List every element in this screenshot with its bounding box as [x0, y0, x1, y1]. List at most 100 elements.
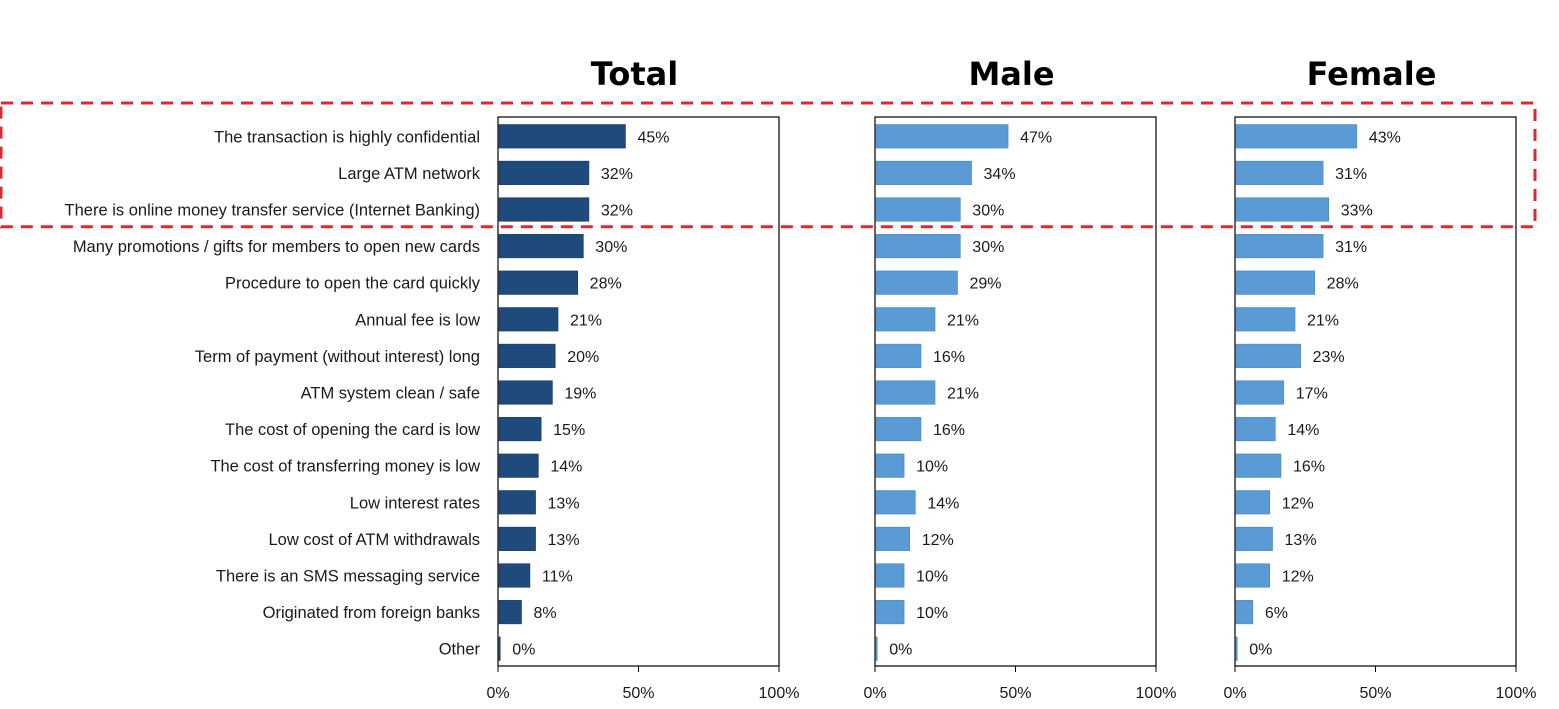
bar-male	[875, 490, 916, 515]
bar-total	[498, 270, 578, 295]
category-label: Large ATM network	[338, 165, 481, 183]
bar-male	[875, 563, 905, 588]
x-tick-label: 100%	[1136, 685, 1177, 702]
data-label-female: 21%	[1307, 312, 1339, 329]
x-tick-label: 100%	[1496, 685, 1537, 702]
data-label-total: 32%	[601, 166, 633, 183]
category-label: The transaction is highly confidential	[214, 128, 480, 146]
data-label-female: 43%	[1369, 129, 1401, 146]
data-label-female: 12%	[1282, 569, 1314, 586]
bar-total	[498, 417, 542, 442]
bar-total	[498, 600, 522, 625]
bar-male	[875, 234, 961, 259]
bar-female	[1235, 197, 1330, 222]
bar-total	[498, 234, 584, 259]
bar-female	[1235, 563, 1271, 588]
category-label: The cost of transferring money is low	[210, 458, 480, 476]
bar-male	[875, 380, 936, 405]
bar-male	[875, 270, 958, 295]
category-label: There is online money transfer service (…	[65, 202, 480, 220]
data-label-total: 28%	[590, 276, 622, 293]
bar-total	[498, 197, 590, 222]
category-label: Annual fee is low	[355, 311, 480, 329]
bar-female	[1235, 526, 1273, 551]
category-label: Low cost of ATM withdrawals	[268, 531, 480, 549]
panel-title-male: Male	[968, 55, 1054, 93]
category-label: The cost of opening the card is low	[225, 421, 480, 439]
data-label-total: 19%	[564, 386, 596, 403]
bar-female	[1235, 343, 1301, 368]
data-label-male: 12%	[922, 532, 954, 549]
bar-female	[1235, 490, 1271, 515]
panel-title-total: Total	[591, 55, 678, 93]
bar-total	[498, 343, 556, 368]
x-tick-label: 50%	[1359, 685, 1391, 702]
data-label-total: 13%	[548, 495, 580, 512]
x-tick-label: 50%	[622, 685, 654, 702]
bar-total	[498, 307, 559, 332]
data-label-male: 10%	[916, 459, 948, 476]
data-label-male: 30%	[972, 239, 1004, 256]
data-label-male: 10%	[916, 569, 948, 586]
bar-male	[875, 160, 972, 185]
data-label-total: 21%	[570, 312, 602, 329]
data-label-total: 8%	[533, 605, 556, 622]
bar-female	[1235, 307, 1296, 332]
category-label: Other	[439, 641, 481, 659]
data-label-female: 14%	[1287, 422, 1319, 439]
bar-female	[1235, 636, 1238, 661]
data-label-female: 12%	[1282, 495, 1314, 512]
data-label-male: 14%	[927, 495, 959, 512]
bar-female	[1235, 124, 1358, 149]
bar-total	[498, 636, 501, 661]
data-label-total: 15%	[553, 422, 585, 439]
bar-total	[498, 453, 539, 478]
data-label-male: 30%	[972, 203, 1004, 220]
bar-male	[875, 526, 911, 551]
data-label-total: 13%	[548, 532, 580, 549]
data-label-total: 14%	[550, 459, 582, 476]
data-label-male: 10%	[916, 605, 948, 622]
data-label-female: 16%	[1293, 459, 1325, 476]
bar-male	[875, 417, 922, 442]
x-tick-label: 0%	[1223, 685, 1246, 702]
bar-total	[498, 526, 536, 551]
bar-male	[875, 343, 922, 368]
bar-female	[1235, 417, 1276, 442]
highlight-box	[0, 101, 1537, 229]
bar-female	[1235, 234, 1324, 259]
bar-male	[875, 636, 878, 661]
bar-female	[1235, 160, 1324, 185]
data-label-male: 21%	[947, 386, 979, 403]
x-tick-label: 0%	[863, 685, 886, 702]
data-label-male: 29%	[969, 276, 1001, 293]
data-label-total: 32%	[601, 203, 633, 220]
x-tick-label: 100%	[759, 685, 800, 702]
data-label-female: 23%	[1313, 349, 1345, 366]
bar-total	[498, 490, 536, 515]
bar-male	[875, 453, 905, 478]
bar-female	[1235, 380, 1285, 405]
data-label-male: 47%	[1020, 129, 1052, 146]
category-label: Originated from foreign banks	[263, 604, 480, 622]
bar-male	[875, 197, 961, 222]
data-label-male: 34%	[984, 166, 1016, 183]
x-tick-label: 0%	[486, 685, 509, 702]
data-label-total: 45%	[637, 129, 669, 146]
data-label-male: 16%	[933, 349, 965, 366]
bar-total	[498, 124, 626, 149]
data-label-female: 6%	[1265, 605, 1288, 622]
category-label: Procedure to open the card quickly	[225, 275, 481, 293]
data-label-female: 13%	[1285, 532, 1317, 549]
data-label-male: 16%	[933, 422, 965, 439]
data-label-total: 11%	[542, 569, 573, 586]
bar-female	[1235, 453, 1282, 478]
x-tick-label: 50%	[999, 685, 1031, 702]
bar-female	[1235, 270, 1315, 295]
data-label-total: 20%	[567, 349, 599, 366]
data-label-female: 0%	[1249, 642, 1272, 659]
category-label: Many promotions / gifts for members to o…	[73, 238, 480, 256]
bar-male	[875, 307, 936, 332]
category-label: Low interest rates	[350, 494, 480, 512]
